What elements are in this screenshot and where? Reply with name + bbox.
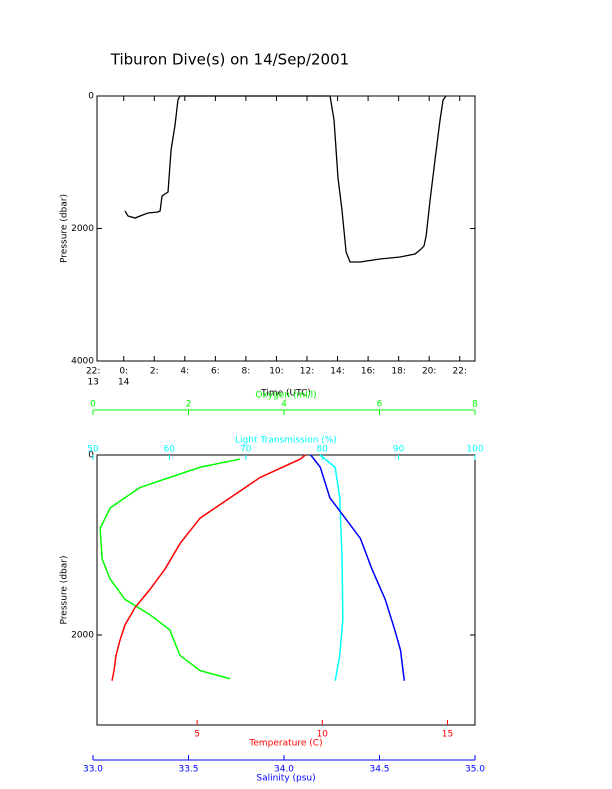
x-tick-label: 4 (281, 400, 287, 410)
profile-line (111, 454, 306, 681)
profile-line (99, 458, 241, 680)
x-axis-title: Oxygen (ml/l) (255, 391, 316, 401)
x-tick-label: 33.5 (178, 765, 198, 775)
x-date-label: 14 (118, 378, 130, 388)
x-axis-title: Salinity (psu) (256, 774, 315, 784)
y-axis-title: Pressure (dbar) (60, 556, 70, 625)
x-date-label: 13 (87, 378, 98, 388)
line (124, 95, 447, 263)
x-tick-label: 22: (452, 367, 466, 377)
x-tick-label: 0: (119, 367, 128, 377)
x-tick-label: 35.0 (465, 765, 485, 775)
x-tick-label: 100 (466, 445, 483, 455)
y-tick-label: 0 (88, 92, 94, 102)
x-tick-label: 2: (150, 367, 159, 377)
x-tick-label: 60 (164, 445, 176, 455)
x-axis-title: Light Transmission (%) (235, 436, 337, 446)
x-tick-label: 33.0 (83, 765, 103, 775)
x-tick-label: 90 (393, 445, 405, 455)
y-tick-label: 0 (88, 451, 94, 461)
x-tick-label: 4: (180, 367, 189, 377)
x-tick-label: 2 (186, 400, 192, 410)
y-tick-label: 2000 (71, 224, 94, 234)
x-tick-label: 10: (269, 367, 283, 377)
x-tick-label: 16: (361, 367, 375, 377)
x-tick-label: 10 (317, 730, 329, 740)
y-tick-label: 4000 (71, 357, 94, 367)
profile-line (319, 454, 344, 681)
x-tick-label: 6: (211, 367, 220, 377)
x-tick-label: 0 (90, 400, 96, 410)
x-tick-label: 12: (300, 367, 314, 377)
x-tick-label: 20: (422, 367, 436, 377)
chart-title: Tiburon Dive(s) on 14/Sep/2001 (110, 51, 349, 69)
y-tick-label: 2000 (71, 631, 94, 641)
x-tick-label: 22: (86, 367, 100, 377)
x-tick-label: 50 (87, 445, 99, 455)
plot-frame (96, 454, 476, 726)
x-tick-label: 34.0 (274, 765, 294, 775)
profile-line (310, 454, 406, 681)
x-tick-label: 8: (242, 367, 251, 377)
x-tick-label: 14: (330, 367, 344, 377)
y-axis-title: Pressure (dbar) (60, 194, 70, 263)
x-tick-label: 18: (391, 367, 405, 377)
x-tick-label: 34.5 (369, 765, 389, 775)
x-tick-label: 6 (377, 400, 383, 410)
x-axis-title: Time (UTC) (260, 389, 311, 399)
x-tick-label: 8 (472, 400, 478, 410)
x-tick-label: 15 (442, 730, 453, 740)
x-tick-label: 5 (194, 730, 200, 740)
x-tick-label: 70 (240, 445, 252, 455)
x-axis-title: Temperature (C) (248, 739, 322, 749)
x-tick-label: 80 (316, 445, 328, 455)
